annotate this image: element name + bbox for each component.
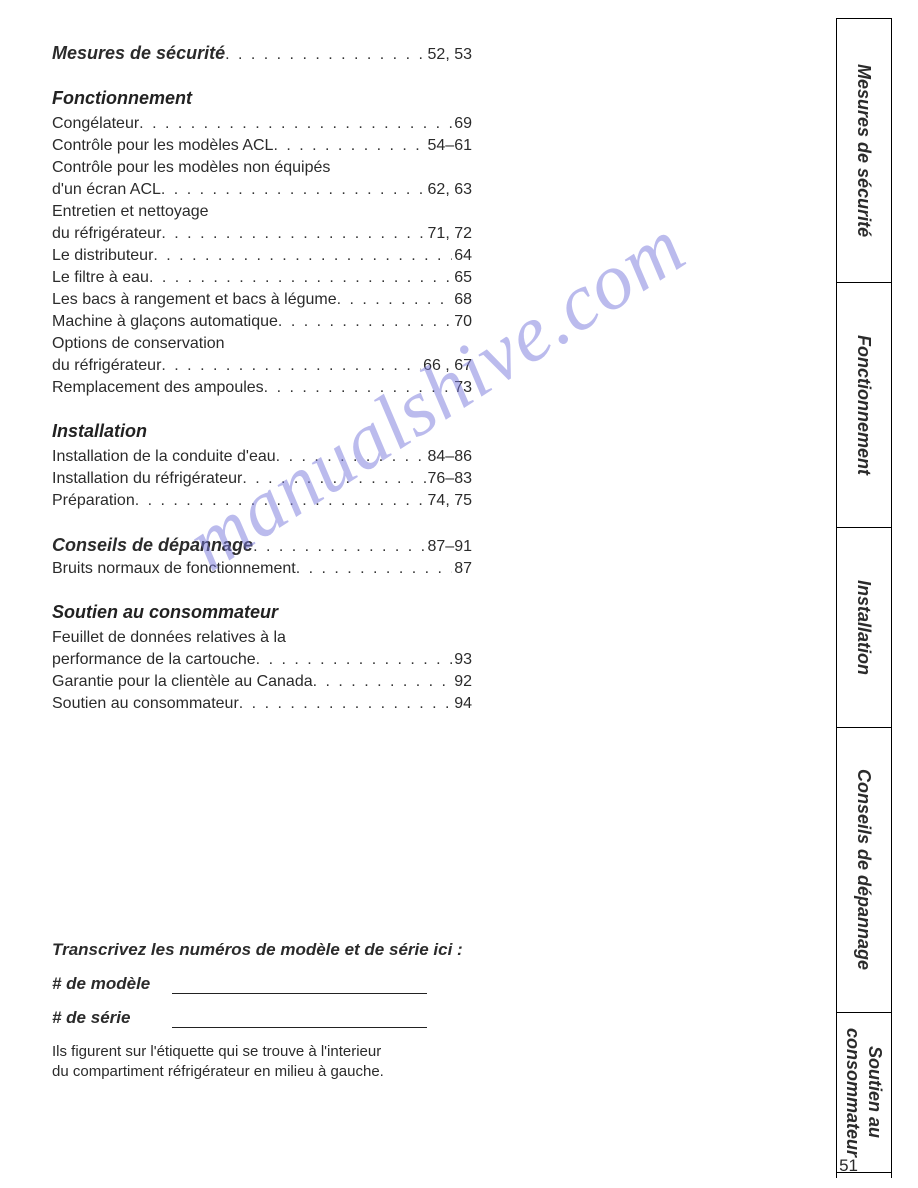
toc-item: Installation de la conduite d'eau84–86 [52,446,472,468]
note-line: Ils figurent sur l'étiquette qui se trou… [52,1042,522,1062]
serial-input-line[interactable] [172,1010,427,1028]
heading-installation: Installation [52,421,472,442]
side-tab-label: Conseils de dépannage [853,769,875,970]
toc-item: Contrôle pour les modèles ACL54–61 [52,135,472,157]
toc-item: du réfrigérateur71, 72 [52,223,472,245]
toc-item: Bruits normaux de fonctionnement87 [52,558,472,580]
side-tab-label: Installation [853,580,875,675]
toc-item-cont: Feuillet de données relatives à la [52,627,472,649]
toc-item: Le filtre à eau65 [52,267,472,289]
side-tab-label: Soutien au consommateur [842,1028,886,1157]
toc-heading-depannage: Conseils de dépannage 87–91 [52,534,472,558]
side-tab[interactable]: Soutien au consommateur [837,1013,891,1173]
toc-item: Machine à glaçons automatique70 [52,311,472,333]
toc-item: performance de la cartouche93 [52,649,472,671]
toc-item-cont: Contrôle pour les modèles non équipés [52,157,472,179]
transcrivez-title: Transcrivez les numéros de modèle et de … [52,940,522,960]
serial-row: # de série [52,1008,522,1028]
toc-item-cont: Options de conservation [52,333,472,355]
side-tab-label: Fonctionnement [853,335,875,475]
toc-item: Remplacement des ampoules73 [52,377,472,399]
toc-content: Mesures de sécurité 52, 53 Fonctionnemen… [52,42,472,715]
model-label: # de modèle [52,974,172,994]
side-tab[interactable]: Mesures de sécurité [837,18,891,283]
toc-item-cont: Entretien et nettoyage [52,201,472,223]
model-serial-block: Transcrivez les numéros de modèle et de … [52,940,522,1082]
toc-item: Le distributeur64 [52,245,472,267]
toc-dots [225,44,425,66]
serial-label: # de série [52,1008,172,1028]
toc-item: Garantie pour la clientèle au Canada92 [52,671,472,693]
heading-fonctionnement: Fonctionnement [52,88,472,109]
side-tab[interactable]: Conseils de dépannage [837,728,891,1013]
toc-label: Mesures de sécurité [52,42,225,64]
toc-item: d'un écran ACL62, 63 [52,179,472,201]
note-line: du compartiment réfrigérateur en milieu … [52,1062,522,1082]
side-tab-label: Mesures de sécurité [853,64,875,237]
toc-pages: 52, 53 [426,44,472,66]
toc-item: Installation du réfrigérateur76–83 [52,468,472,490]
toc-item: Préparation74, 75 [52,490,472,512]
side-tabs: Mesures de sécurité Fonctionnement Install… [836,18,892,1178]
page: Mesures de sécurité 52, 53 Fonctionnemen… [0,0,918,1188]
side-tab[interactable]: Fonctionnement [837,283,891,528]
toc-item: du réfrigérateur66 , 67 [52,355,472,377]
heading-soutien: Soutien au consommateur [52,602,472,623]
toc-heading-securite: Mesures de sécurité 52, 53 [52,42,472,66]
toc-item: Les bacs à rangement et bacs à légume68 [52,289,472,311]
side-tab[interactable]: Installation [837,528,891,728]
toc-item: Congélateur69 [52,113,472,135]
model-row: # de modèle [52,974,522,994]
toc-item: Soutien au consommateur94 [52,693,472,715]
model-input-line[interactable] [172,976,427,994]
toc-label: Conseils de dépannage [52,534,253,556]
toc-pages: 87–91 [426,536,473,558]
